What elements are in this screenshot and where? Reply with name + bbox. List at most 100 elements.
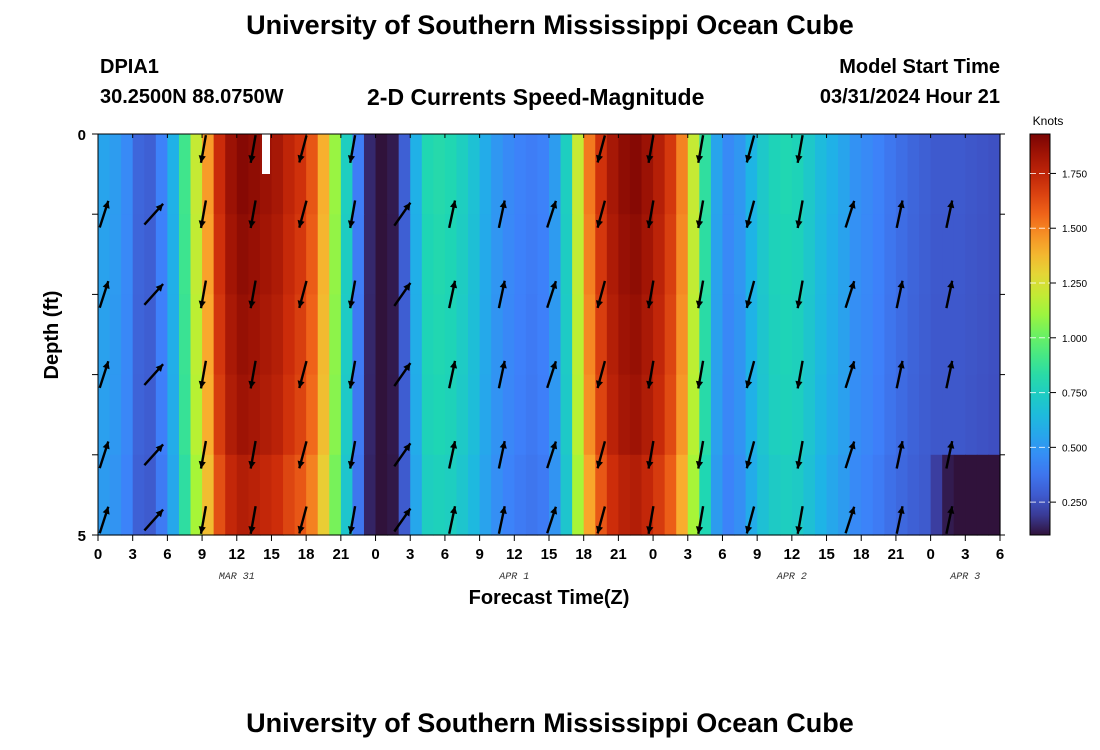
current-arrow xyxy=(198,200,208,229)
heat-cell xyxy=(375,214,388,295)
x-tick-label: 21 xyxy=(333,546,350,563)
colorbar-tick-label: 0.750 xyxy=(1062,389,1087,400)
heat-cell xyxy=(653,454,666,536)
heat-cell xyxy=(803,134,816,215)
current-arrow xyxy=(248,505,257,535)
current-arrow xyxy=(745,200,756,229)
current-arrow xyxy=(347,280,357,309)
heat-cell xyxy=(572,214,585,295)
heat-cell xyxy=(826,454,839,536)
x-tick-label: 15 xyxy=(263,546,280,563)
heat-cell xyxy=(768,454,781,536)
arrow-head xyxy=(499,506,507,514)
heat-cell xyxy=(190,294,203,376)
arrow-head xyxy=(297,525,305,534)
heat-cell xyxy=(375,294,388,376)
colorbar: Knots 0.250 0.500 0.750 1.000 1.250 1.500 1.75… xyxy=(1029,114,1087,536)
heat-cell xyxy=(803,374,816,456)
heat-cell xyxy=(456,134,469,215)
heat-cell xyxy=(699,214,712,295)
arrow-head xyxy=(297,154,305,163)
heat-cell xyxy=(664,294,677,376)
heat-cell xyxy=(329,214,342,295)
arrow-head xyxy=(596,219,603,228)
heat-cell xyxy=(953,134,966,215)
heat-cell xyxy=(202,134,215,215)
arrow-head xyxy=(347,155,355,163)
arrow-head xyxy=(848,281,856,289)
heat-cell xyxy=(965,134,978,215)
heat-cell xyxy=(190,454,203,536)
current-arrow xyxy=(695,440,705,469)
heat-cell xyxy=(664,454,677,536)
current-arrow xyxy=(945,506,955,534)
heat-cell xyxy=(722,294,735,376)
heat-cell xyxy=(155,374,168,456)
heat-cell xyxy=(236,294,249,376)
current-arrow xyxy=(596,280,607,309)
heat-cell xyxy=(629,374,643,456)
heat-cell xyxy=(537,134,550,215)
heat-cell xyxy=(953,374,966,456)
arrow-head xyxy=(499,200,507,209)
current-arrow xyxy=(795,280,804,309)
current-arrow xyxy=(347,440,357,469)
heat-cell xyxy=(988,214,1001,295)
heat-cell xyxy=(306,134,319,215)
current-arrow xyxy=(945,280,955,309)
heat-cell xyxy=(178,374,192,456)
heat-cell xyxy=(664,134,677,215)
arrow-head xyxy=(198,380,206,389)
arrow-head xyxy=(403,508,411,517)
heat-cell xyxy=(780,294,793,376)
heat-cell xyxy=(514,134,527,215)
heat-cell xyxy=(213,214,226,295)
heat-cell xyxy=(583,454,596,536)
heat-cell xyxy=(144,134,157,215)
heat-cell xyxy=(791,214,805,295)
heat-cell xyxy=(687,134,700,215)
heat-cell xyxy=(884,214,897,295)
heat-cell xyxy=(514,454,527,536)
arrow-head xyxy=(795,526,803,534)
heat-cell xyxy=(213,374,226,456)
heat-cell xyxy=(930,454,943,536)
arrow-head xyxy=(596,300,603,308)
arrow-head xyxy=(198,526,206,534)
heat-cell xyxy=(768,294,781,376)
heat-cell xyxy=(202,214,215,295)
arrow-head xyxy=(795,155,803,163)
heat-cell xyxy=(202,374,215,456)
x-axis-label: Forecast Time(Z) xyxy=(469,587,630,609)
heat-cell xyxy=(884,294,897,376)
heat-cell xyxy=(306,294,319,376)
heat-cell xyxy=(595,374,608,456)
arrow-head xyxy=(848,200,856,209)
date-label: MAR 31 xyxy=(219,572,255,583)
current-arrow xyxy=(844,360,856,389)
x-tick-label: 3 xyxy=(961,546,969,563)
heat-cell xyxy=(919,214,932,295)
heat-cell xyxy=(387,374,400,456)
arrow-head xyxy=(795,380,803,389)
heat-cell xyxy=(895,454,909,536)
heat-cell xyxy=(514,294,527,376)
x-tick-label: 18 xyxy=(575,546,592,563)
heat-cell xyxy=(930,374,943,456)
arrow-head xyxy=(297,219,305,228)
heat-cell xyxy=(687,214,700,295)
arrow-head xyxy=(596,525,603,534)
heat-cell xyxy=(872,454,885,536)
colorbar-gradient xyxy=(1029,133,1051,536)
heat-cell xyxy=(144,374,157,456)
x-axis: 0 3 6 9 12 15 18 21 0 3 6 9 12 15 18 21 0 3 6 9 12 15 18 21 0 3 6 M… xyxy=(94,134,1004,583)
heat-cell xyxy=(849,214,862,295)
heat-cell xyxy=(930,294,943,376)
heat-cell xyxy=(895,214,909,295)
heat-cell xyxy=(352,294,365,376)
x-tick-label: 21 xyxy=(888,546,905,563)
heat-cell xyxy=(387,134,400,215)
x-tick-label: 6 xyxy=(441,546,449,563)
heat-cell xyxy=(340,374,354,456)
heat-cell xyxy=(907,374,920,456)
